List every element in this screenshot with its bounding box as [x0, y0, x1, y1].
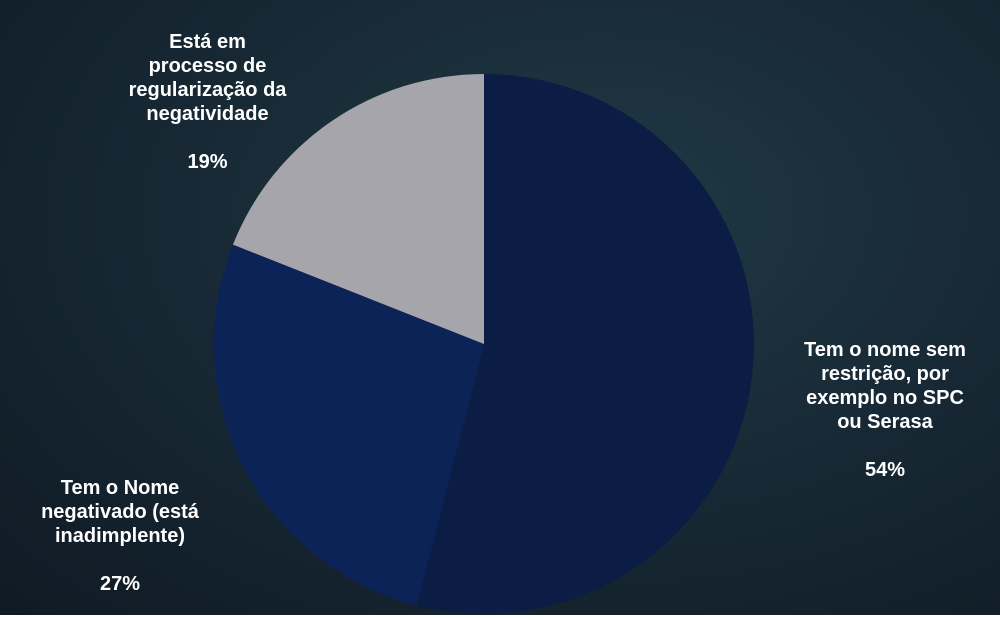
- slice-name: Tem o Nome negativado (está inadimplente…: [41, 477, 199, 547]
- pie-slice-negativado: [213, 244, 485, 606]
- slice-label-regularizacao: Está em processo de regularização da neg…: [100, 6, 315, 198]
- pie-slice-regularizacao: [232, 74, 484, 344]
- slice-percent: 54%: [864, 459, 906, 481]
- slice-label-no-restriction: Tem o nome sem restrição, por exemplo no…: [770, 314, 1000, 506]
- slice-name: Tem o nome sem restrição, por exemplo no…: [804, 339, 966, 433]
- pie-slice-no-restriction: [416, 74, 754, 614]
- slice-percent: 19%: [187, 151, 228, 173]
- slice-label-negativado: Tem o Nome negativado (está inadimplente…: [10, 452, 230, 620]
- slice-name: Está em processo de regularização da neg…: [128, 31, 287, 125]
- slice-percent: 27%: [99, 573, 141, 595]
